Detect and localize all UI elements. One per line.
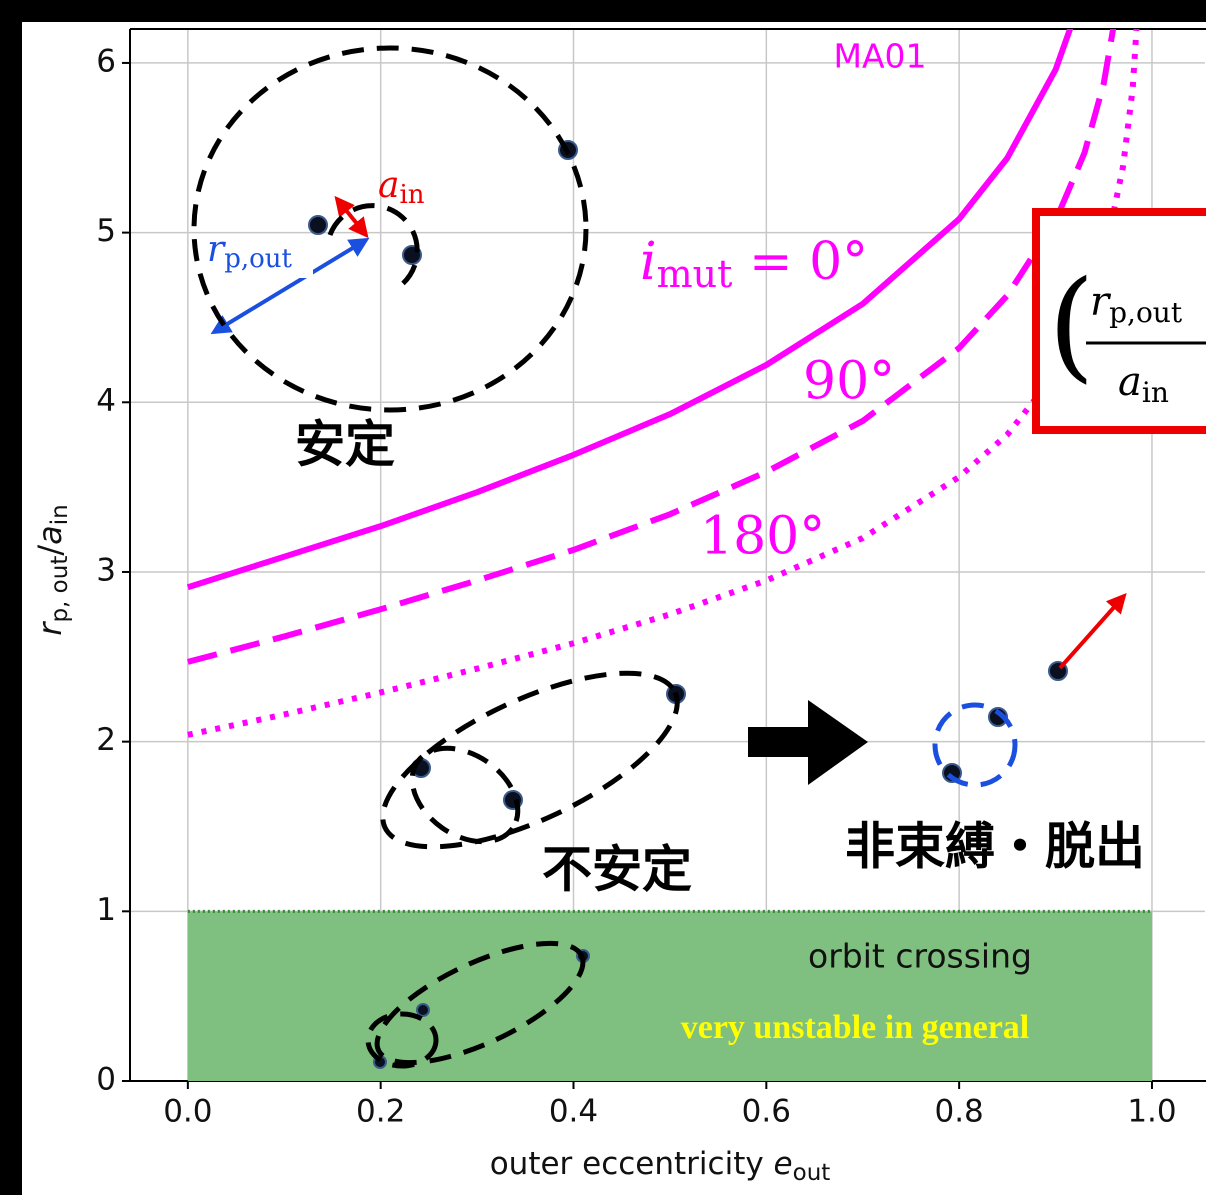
escape-label: 非束縛・脱出 xyxy=(845,818,1145,876)
a-in-label: ain xyxy=(378,165,425,210)
y-tick-label: 6 xyxy=(96,43,116,79)
region xyxy=(187,911,1152,1081)
imut-label: imut = 0° xyxy=(640,232,868,296)
denominator: ain xyxy=(1118,359,1169,409)
arrow xyxy=(1058,593,1127,670)
formula-box: ( rp,out ain xyxy=(1032,208,1206,434)
symbol: a xyxy=(1118,359,1142,405)
y-tick-label: 5 xyxy=(96,213,116,249)
body xyxy=(942,763,962,783)
r-pout-label: rp,out xyxy=(207,229,293,274)
arrow xyxy=(210,237,370,335)
symbol: a xyxy=(378,165,399,206)
symbol: r xyxy=(207,229,226,270)
orbit xyxy=(374,940,586,1066)
x-tick-label: 0.0 xyxy=(163,1094,212,1130)
orbit xyxy=(409,745,521,845)
paren: ( xyxy=(1048,256,1095,395)
y-tick-label: 0 xyxy=(96,1062,116,1098)
orbit xyxy=(191,45,589,413)
x-tick-label: 0.2 xyxy=(356,1094,405,1130)
x-tick-label: 0.4 xyxy=(549,1094,598,1130)
region-label: orbit crossing xyxy=(808,937,1032,976)
y-tick-label: 2 xyxy=(96,722,116,758)
symbol: i xyxy=(640,232,657,292)
subscript: out xyxy=(793,1160,831,1186)
orbit xyxy=(327,203,420,288)
x-axis-label: outer eccentricity eout xyxy=(490,1146,831,1186)
orbit xyxy=(380,670,680,850)
x-tick-label: 0.8 xyxy=(934,1094,983,1130)
subscript: p,out xyxy=(224,244,292,274)
symbol: r xyxy=(31,621,69,636)
subscript: mut xyxy=(657,252,733,296)
body xyxy=(308,215,328,235)
subscript: in xyxy=(399,180,424,210)
symbol: e xyxy=(774,1146,793,1182)
unstable-label: 不安定 xyxy=(542,841,692,899)
label-bg xyxy=(203,236,313,278)
y-tick-label: 3 xyxy=(96,552,116,588)
y-tick-label: 4 xyxy=(96,383,116,419)
orbit xyxy=(932,702,1018,788)
series-label: 0° xyxy=(809,232,868,292)
series-label: 180° xyxy=(700,507,825,567)
equals: = xyxy=(732,232,809,292)
stable-label: 安定 xyxy=(295,416,395,474)
body xyxy=(416,1003,430,1017)
numerator: rp,out xyxy=(1090,279,1183,329)
symbol: r xyxy=(1090,279,1112,325)
subscript: p, out xyxy=(47,556,73,623)
subscript: in xyxy=(47,504,73,525)
region-note: very unstable in general xyxy=(681,1009,1029,1046)
orbit xyxy=(365,1011,439,1069)
plot-area xyxy=(186,29,1152,1081)
subscript: in xyxy=(1142,376,1169,409)
series-line xyxy=(186,29,1074,591)
text: outer eccentricity xyxy=(490,1146,774,1182)
slash: / xyxy=(31,545,69,556)
series-label: 90° xyxy=(803,352,895,412)
source-label: MA01 xyxy=(833,37,926,76)
x-tick-label: 0.6 xyxy=(742,1094,791,1130)
y-tick-label: 1 xyxy=(96,892,116,928)
x-tick-label: 1.0 xyxy=(1127,1094,1176,1130)
big-arrow xyxy=(748,700,868,785)
subscript: p,out xyxy=(1109,296,1183,329)
orbit-diagrams xyxy=(191,45,1018,1069)
box xyxy=(1032,208,1206,434)
y-axis-label: rp, out/ain xyxy=(31,504,73,635)
arrow xyxy=(334,195,369,239)
symbol: a xyxy=(31,525,69,545)
